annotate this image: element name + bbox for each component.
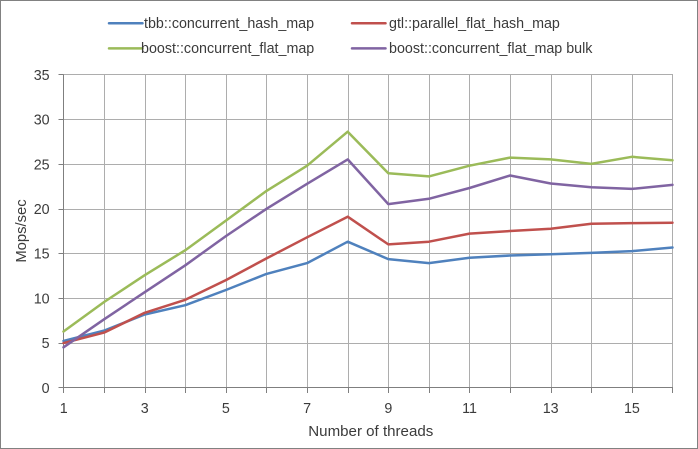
svg-text:Number of threads: Number of threads (308, 423, 433, 440)
svg-text:13: 13 (543, 401, 559, 417)
svg-text:boost::concurrent_flat_map bul: boost::concurrent_flat_map bulk (389, 41, 593, 57)
svg-text:35: 35 (34, 68, 50, 84)
svg-text:tbb::concurrent_hash_map: tbb::concurrent_hash_map (144, 16, 314, 32)
svg-text:5: 5 (222, 401, 230, 417)
svg-text:7: 7 (303, 401, 311, 417)
svg-text:10: 10 (34, 291, 50, 307)
svg-text:3: 3 (141, 401, 149, 417)
svg-text:boost::concurrent_flat_map: boost::concurrent_flat_map (141, 41, 314, 57)
svg-text:1: 1 (60, 401, 68, 417)
svg-text:30: 30 (34, 113, 50, 129)
svg-text:9: 9 (384, 401, 392, 417)
svg-text:11: 11 (462, 401, 477, 417)
svg-text:Mops/sec: Mops/sec (14, 199, 30, 263)
svg-text:20: 20 (34, 202, 50, 218)
svg-text:5: 5 (42, 336, 50, 352)
svg-text:gtl::parallel_flat_hash_map: gtl::parallel_flat_hash_map (389, 16, 560, 32)
svg-text:15: 15 (34, 247, 50, 263)
svg-text:15: 15 (624, 401, 640, 417)
svg-text:0: 0 (42, 381, 50, 397)
svg-text:25: 25 (34, 157, 50, 173)
